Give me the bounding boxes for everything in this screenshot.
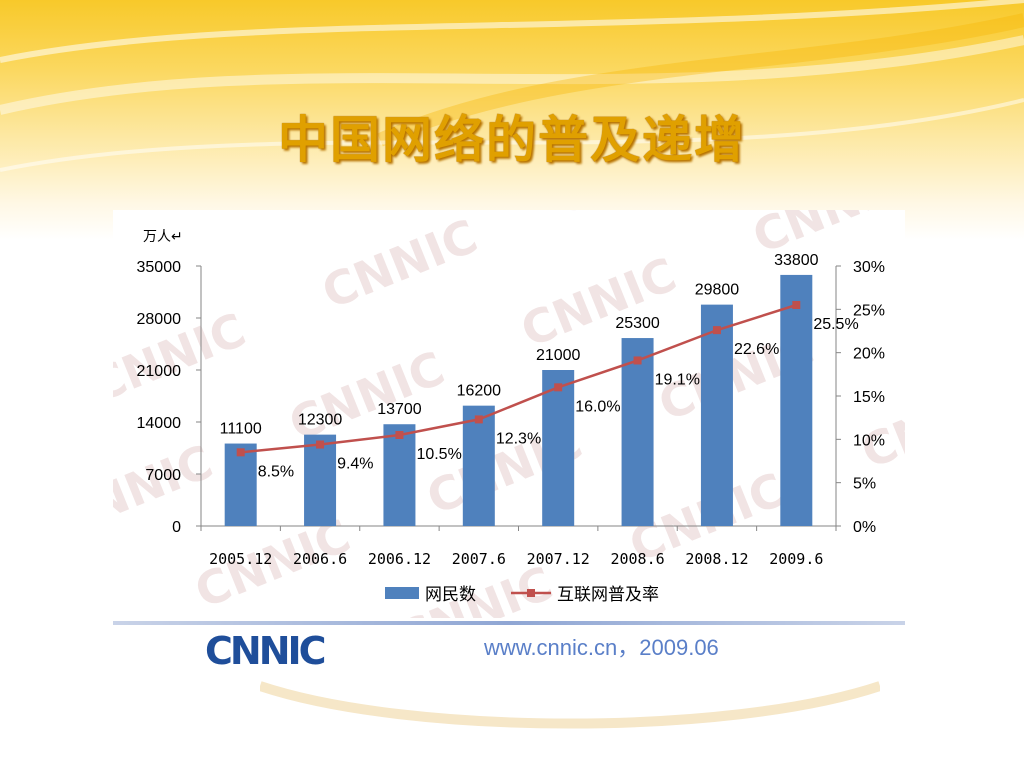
line-point — [633, 356, 642, 365]
bar — [621, 338, 654, 526]
bar — [700, 304, 733, 526]
y-unit-label: 万人↵ — [143, 229, 183, 245]
x-tick-label: 2007.6 — [452, 550, 506, 568]
legend-label: 网民数 — [425, 585, 476, 605]
line-value-label: 10.5% — [416, 446, 461, 463]
bar — [780, 274, 813, 526]
bar-value-label: 25300 — [615, 315, 660, 332]
y-right-tick-label: 0% — [853, 519, 876, 536]
y-left-tick-label: 0 — [172, 519, 181, 536]
line-value-label: 22.6% — [734, 341, 779, 358]
cnnic-logo: CNNIC — [205, 630, 328, 670]
y-left-tick-label: 35000 — [137, 259, 182, 276]
y-left-tick-label: 21000 — [137, 363, 182, 380]
legend-line-marker — [527, 589, 535, 597]
y-right-tick-label: 15% — [853, 389, 885, 406]
y-right-tick-label: 25% — [853, 302, 885, 319]
chart-panel: CNNIC CNNIC CNNIC CNNIC CNNIC CNNIC CNNI… — [113, 210, 905, 618]
internet-growth-chart: 0 7000 14000 21000 28000 35000 0% 5% 10% 15% 20% 25… — [137, 229, 886, 605]
y-right-tick-label: 10% — [853, 432, 885, 449]
x-tick-label: 2006.6 — [293, 550, 347, 568]
bar — [304, 434, 337, 526]
bar — [542, 370, 575, 526]
y-left-tick-label: 28000 — [137, 311, 182, 328]
bar-value-label: 11100 — [220, 421, 262, 438]
line-value-label: 12.3% — [496, 430, 541, 447]
logo-text: CNNIC — [205, 630, 325, 670]
legend-label: 互联网普及率 — [557, 585, 659, 605]
x-tick-label: 2005.12 — [209, 550, 272, 568]
decorative-swirl — [0, 0, 1024, 172]
decorative-arc — [260, 681, 880, 729]
y-right-tick-label: 30% — [853, 259, 885, 276]
line-series — [240, 303, 797, 454]
line-point — [792, 301, 801, 309]
bar — [224, 443, 257, 526]
legend-bar-swatch — [385, 587, 419, 599]
line-point — [712, 326, 721, 335]
line-point — [395, 431, 404, 439]
x-tick-label: 2007.12 — [527, 550, 590, 568]
bar — [383, 424, 416, 526]
line-value-label: 9.4% — [337, 456, 373, 473]
slide-title: 中国网络的普及递增 — [278, 110, 746, 169]
x-tick-label: 2008.12 — [685, 550, 748, 568]
x-tick-label: 2008.6 — [610, 550, 664, 568]
y-right-tick-label: 5% — [853, 476, 876, 493]
line-point — [474, 415, 483, 424]
bar-value-label: 13700 — [377, 401, 422, 418]
x-tick-label: 2006.12 — [368, 550, 431, 568]
line-point — [554, 383, 563, 392]
line-value-label: 25.5% — [813, 316, 858, 333]
line-value-label: 19.1% — [655, 371, 700, 388]
y-right-tick-label: 20% — [853, 346, 885, 363]
x-tick-label: 2009.6 — [769, 550, 823, 568]
bar-value-label: 33800 — [774, 252, 819, 269]
line-value-label: 16.0% — [575, 398, 620, 415]
y-left-tick-label: 7000 — [145, 467, 181, 484]
line-point — [236, 448, 245, 457]
bar-value-label: 29800 — [695, 282, 740, 299]
line-point — [316, 440, 325, 449]
bar-value-label: 21000 — [536, 347, 581, 364]
bar-value-label: 12300 — [298, 412, 343, 429]
footer-url: www.cnnic.cn，2009.06 — [484, 635, 719, 660]
y-left-tick-label: 14000 — [137, 415, 182, 432]
bar — [462, 405, 495, 526]
line-value-label: 8.5% — [258, 463, 294, 480]
footer-divider — [113, 621, 905, 625]
bar-value-label: 16200 — [457, 383, 502, 400]
